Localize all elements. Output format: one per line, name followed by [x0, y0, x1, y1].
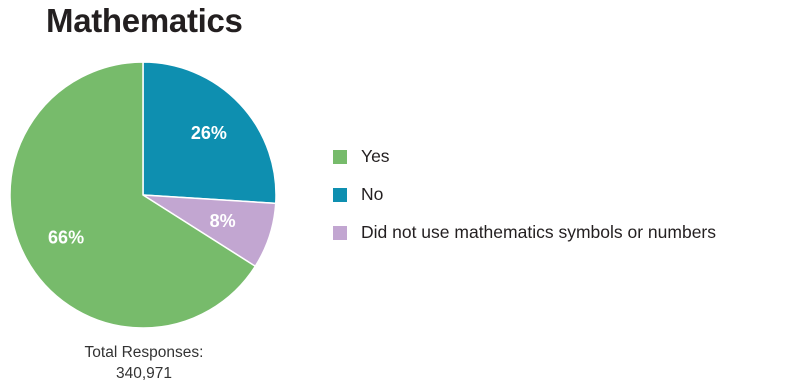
legend: Yes No Did not use mathematics symbols o…	[333, 146, 716, 260]
pie-label-no: 26%	[191, 123, 227, 143]
legend-item-did-not-use: Did not use mathematics symbols or numbe…	[333, 222, 716, 243]
legend-item-yes: Yes	[333, 146, 716, 167]
legend-label-yes: Yes	[361, 146, 390, 166]
legend-swatch-yes	[333, 149, 347, 164]
total-responses-value: 340,971	[115, 365, 173, 382]
pie-label-did-not-use: 8%	[210, 211, 236, 231]
chart-title: Mathematics	[46, 2, 243, 39]
total-responses: Total Responses: 340,971	[44, 342, 244, 384]
legend-swatch-did-not-use	[333, 225, 347, 240]
legend-item-no: No	[333, 184, 716, 205]
total-responses-label: Total Responses:	[84, 344, 204, 361]
legend-label-no: No	[361, 184, 384, 204]
legend-label-did-not-use: Did not use mathematics symbols or numbe…	[361, 222, 716, 242]
pie-slice-yes	[9, 61, 257, 329]
legend-swatch-no	[333, 187, 347, 202]
pie-label-yes: 66%	[48, 227, 84, 247]
pie-chart: 26% 8% 66%	[9, 61, 277, 329]
pie-slice-no	[142, 61, 277, 205]
